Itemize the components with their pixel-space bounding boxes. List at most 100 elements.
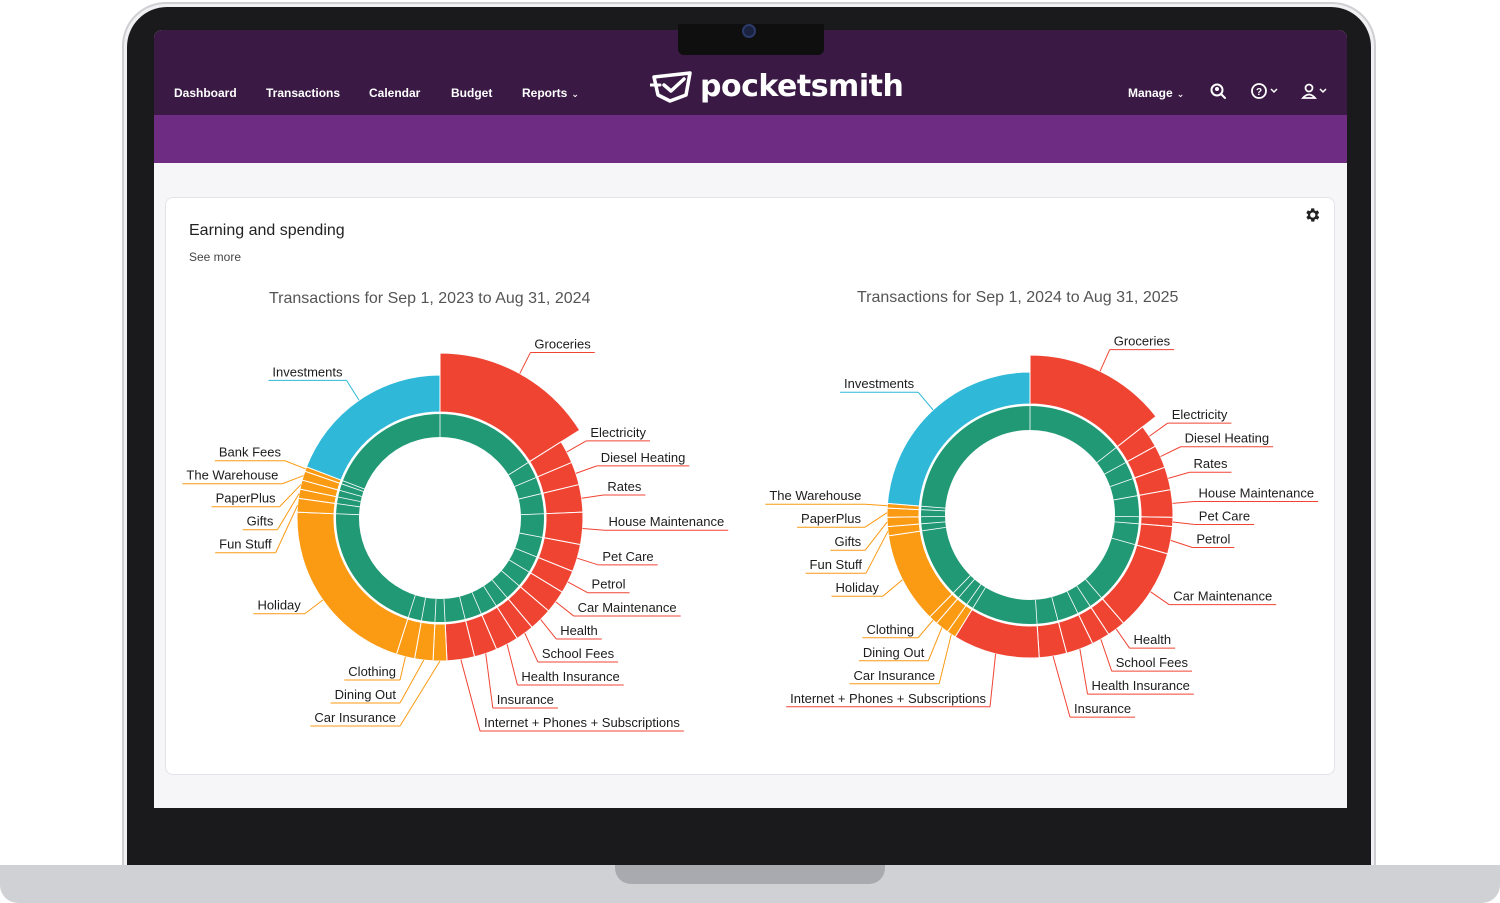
leader-line [282, 475, 304, 485]
leader-line [519, 352, 531, 374]
leader-line [399, 660, 441, 727]
slice-label-fun-stuff: Fun Stuff [219, 537, 272, 552]
leader-line [304, 599, 324, 615]
leader-line [577, 557, 599, 566]
inner-ring-divider [921, 521, 946, 525]
search-user-icon[interactable] [1209, 82, 1227, 105]
slice-label-investments: Investments [272, 364, 343, 379]
slice-investments[interactable] [305, 374, 441, 481]
nav-reports-label: Reports [522, 86, 568, 100]
slice-label-dining-out: Dining Out [863, 645, 925, 660]
slice-label-car-insurance: Car Insurance [314, 710, 396, 725]
chart-title-2024: Transactions for Sep 1, 2024 to Aug 31, … [857, 289, 1179, 306]
slice-label-dining-out: Dining Out [335, 687, 397, 702]
slice-label-groceries: Groceries [1114, 334, 1171, 349]
leader-line [1150, 591, 1170, 606]
leader-line [882, 579, 903, 597]
nav-transactions[interactable]: Transactions [266, 86, 341, 100]
slice-label-clothing: Clothing [348, 664, 396, 679]
user-glyph [1301, 83, 1327, 99]
inner-income-ring[interactable] [921, 406, 1139, 624]
leader-line [1115, 628, 1130, 649]
slice-label-gifts: Gifts [247, 514, 274, 529]
inner-ring-divider [953, 575, 971, 593]
donut-chart-2: Groceries Electricity Diesel Heating Rates H… [765, 334, 1319, 718]
leader-line [575, 465, 597, 474]
inner-ring-divider [1051, 597, 1059, 621]
inner-ring-divider [1113, 495, 1138, 501]
leader-line [566, 440, 587, 453]
gear-icon[interactable] [1303, 206, 1321, 229]
nav-manage[interactable]: Manage ⌄ [1128, 86, 1184, 100]
slice-label-the-warehouse: The Warehouse [769, 488, 861, 503]
inner-ring-divider [443, 598, 446, 622]
nav-calendar[interactable]: Calendar [369, 86, 421, 100]
inner-ring-divider [922, 526, 946, 532]
inner-ring-divider [514, 547, 537, 558]
inner-ring-divider [421, 597, 426, 621]
chevron-down-icon: ⌄ [571, 89, 579, 99]
slice-groceries[interactable] [439, 352, 581, 463]
inner-income-ring[interactable] [336, 414, 544, 622]
leader-line [865, 530, 889, 574]
leader-line [917, 619, 934, 639]
slice-label-health: Health [1134, 632, 1172, 647]
nav-dashboard[interactable]: Dashboard [174, 86, 237, 100]
inner-ring-divider [1109, 478, 1133, 488]
leader-line [1160, 446, 1181, 458]
slice-label-bank-fees: Bank Fees [219, 445, 282, 460]
slice-label-the-warehouse: The Warehouse [186, 468, 278, 483]
slice-label-groceries: Groceries [534, 337, 591, 352]
inner-ring-divider [518, 493, 542, 500]
brand-logo[interactable]: pocketsmith [650, 68, 904, 104]
leader-line [275, 505, 299, 553]
slice-car-insurance[interactable] [432, 623, 448, 662]
slice-label-clothing: Clothing [866, 622, 914, 637]
leader-line [524, 632, 539, 663]
see-more-link[interactable]: See more [189, 250, 242, 264]
leader-line [864, 521, 888, 551]
header-band [154, 115, 1347, 163]
leader-line [865, 503, 888, 507]
inner-ring-divider [508, 462, 529, 476]
chevron-down-icon: ⌄ [1176, 89, 1185, 99]
slice-investments[interactable] [886, 371, 1031, 507]
leader-line [1099, 349, 1111, 372]
widget-title: Earning and spending [189, 222, 345, 239]
slice-label-car-insurance: Car Insurance [854, 668, 936, 683]
inner-ring-divider [1114, 521, 1139, 525]
leader-line [284, 460, 306, 470]
slice-groceries[interactable] [1029, 354, 1157, 448]
nav-reports[interactable]: Reports ⌄ [522, 86, 579, 100]
user-icon[interactable] [1301, 82, 1331, 105]
leader-line [1079, 648, 1089, 695]
slice-label-petrol: Petrol [1196, 531, 1230, 546]
slice-label-fun-stuff: Fun Stuff [810, 557, 863, 572]
slice-label-house-maintenance: House Maintenance [609, 514, 725, 529]
camera-icon [742, 24, 756, 38]
leader-line [581, 494, 604, 499]
inner-ring-divider [483, 585, 497, 606]
inner-ring-divider [1066, 591, 1079, 614]
leader-line [1172, 521, 1195, 525]
leader-line [1100, 639, 1113, 672]
leader-line [555, 601, 574, 617]
nav-budget[interactable]: Budget [451, 86, 493, 100]
leader-line [346, 380, 360, 401]
inner-ring-divider [1111, 537, 1136, 546]
slice-label-holiday: Holiday [257, 598, 301, 613]
slice-label-electricity: Electricity [1172, 407, 1228, 422]
leader-line [540, 619, 557, 640]
inner-ring-divider [966, 584, 982, 605]
donut-chart-1: Groceries Electricity Diesel Heating Rates H… [182, 337, 729, 732]
leader-line [1172, 500, 1195, 504]
inner-ring-divider [341, 483, 364, 492]
help-icon[interactable]: ? [1250, 82, 1280, 105]
leader-line [938, 634, 952, 684]
inner-ring-divider [1096, 447, 1117, 463]
slice-label-health-insurance: Health Insurance [521, 669, 619, 684]
app-screen: Dashboard Transactions Calendar Budget R… [154, 30, 1347, 808]
slice-label-paperplus: PaperPlus [216, 491, 276, 506]
earning-spending-widget: Earning and spending See more Transactio… [165, 197, 1335, 775]
inner-ring-divider [336, 513, 360, 516]
